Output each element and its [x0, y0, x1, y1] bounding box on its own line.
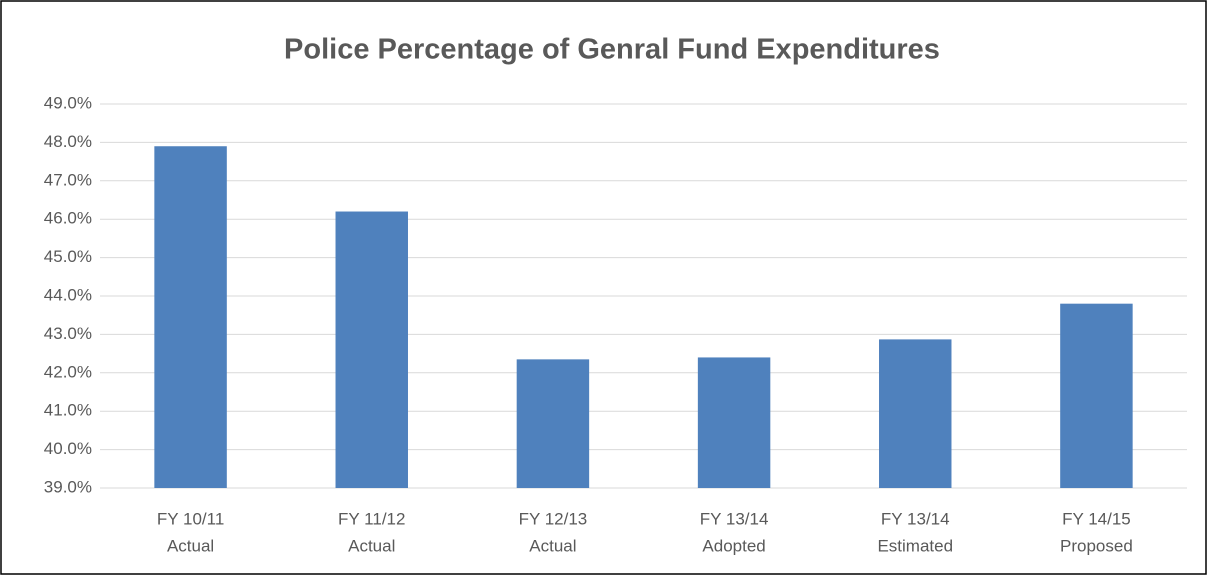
chart-title: Police Percentage of Genral Fund Expendi… [284, 34, 940, 66]
bar [697, 357, 771, 488]
x-tick-label: Adopted [702, 536, 765, 555]
y-tick-label: 40.0% [44, 439, 92, 458]
x-tick-label: Estimated [877, 536, 953, 555]
x-tick-label: FY 10/11 [157, 509, 224, 528]
y-tick-label: 39.0% [44, 477, 92, 496]
x-tick-label: Actual [529, 536, 576, 555]
x-tick-label: Proposed [1060, 536, 1133, 555]
x-tick-label: FY 13/14 [881, 509, 950, 528]
y-tick-label: 48.0% [44, 132, 92, 151]
y-tick-label: 44.0% [44, 285, 92, 304]
y-tick-label: 43.0% [44, 324, 92, 343]
x-tick-label: FY 11/12 [338, 509, 405, 528]
bar [335, 211, 408, 488]
x-tick-label: Actual [167, 536, 214, 555]
bar [879, 339, 952, 488]
y-tick-label: 42.0% [44, 362, 92, 381]
y-tick-label: 46.0% [44, 209, 92, 228]
y-tick-label: 47.0% [44, 170, 92, 189]
y-tick-label: 49.0% [44, 93, 92, 112]
bar [154, 146, 227, 489]
x-tick-label: FY 12/13 [519, 509, 588, 528]
x-tick-label: FY 13/14 [700, 509, 769, 528]
x-tick-label: Actual [348, 536, 395, 555]
bar [516, 359, 590, 488]
bar [1060, 303, 1133, 488]
y-tick-label: 41.0% [44, 401, 92, 420]
x-tick-label: FY 14/15 [1062, 509, 1131, 528]
y-tick-label: 45.0% [44, 247, 92, 266]
